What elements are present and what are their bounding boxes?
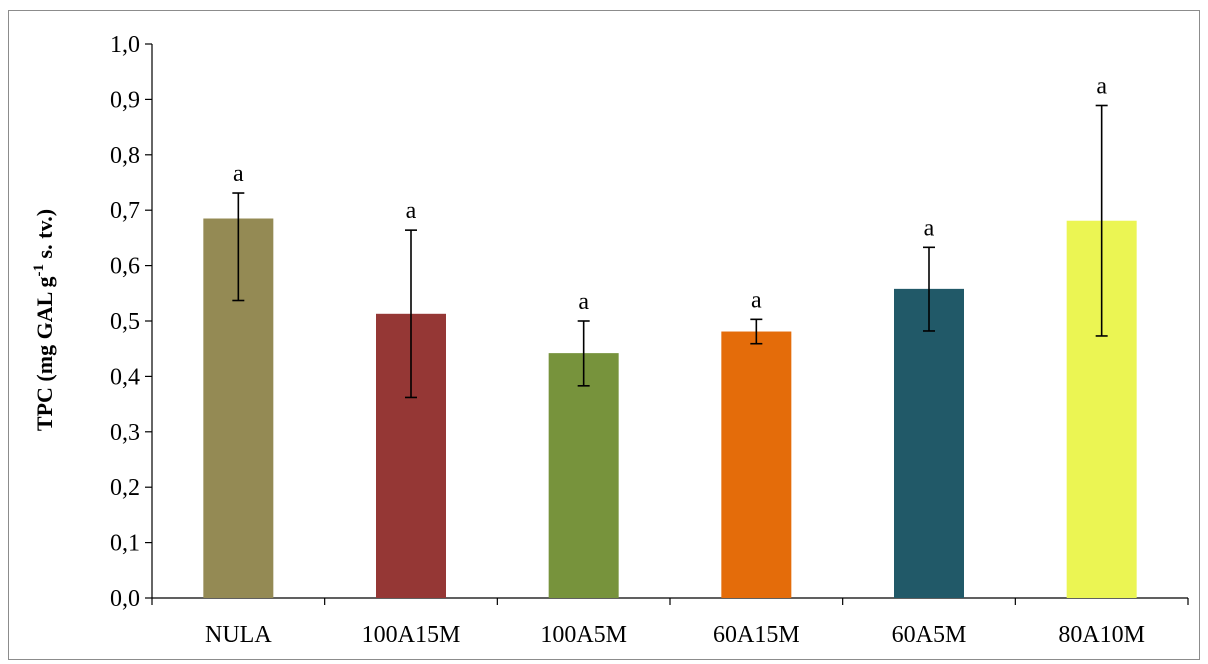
x-tick-label: 100A15M <box>362 622 461 648</box>
x-tick-label: NULA <box>205 622 272 648</box>
bar-60A5M <box>894 289 964 598</box>
y-tick-label: 0,4 <box>110 364 140 390</box>
y-tick-label: 0,6 <box>110 254 140 280</box>
bar-100A5M <box>549 353 619 598</box>
category-labels: NULA 100A15M 100A5M 60A15M 60A5M 80A10M <box>205 622 1145 648</box>
bar-60A15M <box>721 332 791 598</box>
significance-label: a <box>924 215 935 241</box>
y-tick-label: 0,0 <box>110 586 140 612</box>
y-tick-label: 0,7 <box>110 198 140 224</box>
significance-label: a <box>406 198 417 224</box>
x-tick-label: 80A10M <box>1058 622 1145 648</box>
x-tick-label: 60A15M <box>713 622 800 648</box>
error-bars <box>232 105 1107 397</box>
significance-label: a <box>578 289 589 315</box>
x-tick-label: 60A5M <box>892 622 967 648</box>
y-tick-label: 1,0 <box>110 32 140 58</box>
y-tick-label: 0,8 <box>110 143 140 169</box>
x-tick-label: 100A5M <box>540 622 627 648</box>
significance-labels: a a a a a a <box>233 73 1107 315</box>
bars <box>203 219 1136 598</box>
y-axis: 0,0 0,1 0,2 0,3 0,4 0,5 0,6 0,7 0,8 0,9 1,0 <box>110 32 152 612</box>
y-tick-label: 0,3 <box>110 420 140 446</box>
y-axis-label: TPC (mg GAL g-1 s. tv.) <box>31 209 57 431</box>
x-axis <box>152 598 1188 605</box>
significance-label: a <box>233 161 244 187</box>
y-tick-label: 0,9 <box>110 87 140 113</box>
significance-label: a <box>751 287 762 313</box>
y-tick-label: 0,1 <box>110 531 140 557</box>
significance-label: a <box>1096 73 1107 99</box>
y-tick-label: 0,5 <box>110 309 140 335</box>
y-tick-label: 0,2 <box>110 475 140 501</box>
